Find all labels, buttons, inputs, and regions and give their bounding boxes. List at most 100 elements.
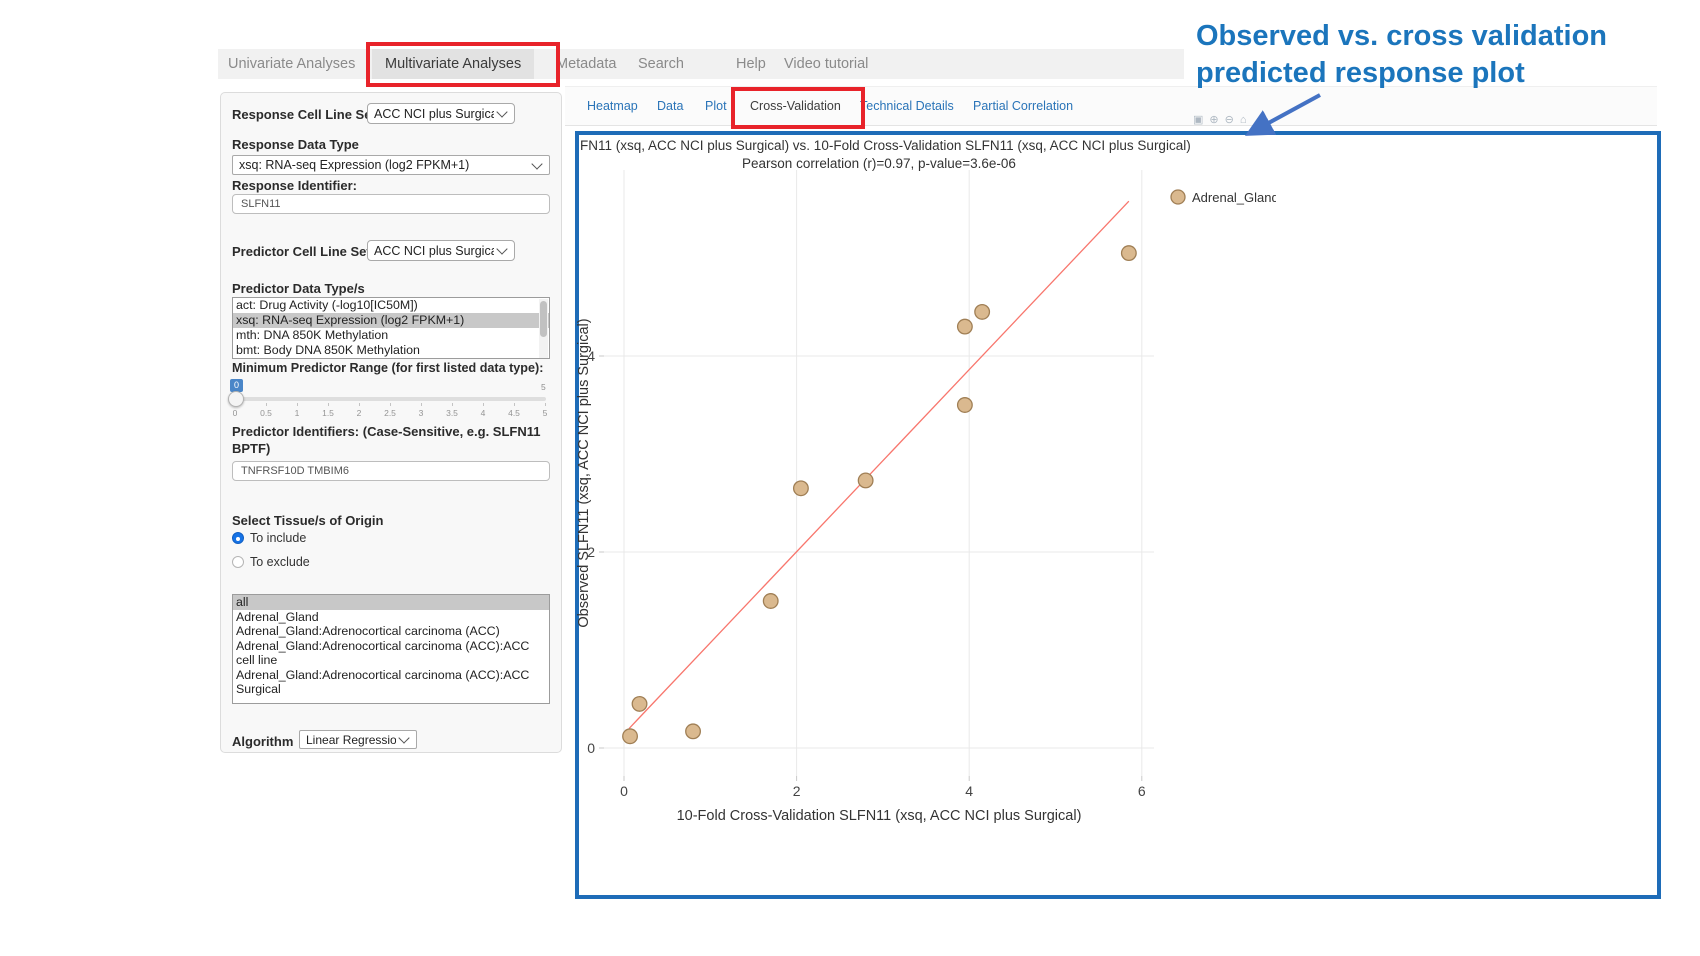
data-point[interactable] (1120, 245, 1137, 262)
x-tick-label: 4 (965, 783, 973, 799)
predictor-data-type-option[interactable]: mth: DNA 850K Methylation (236, 328, 389, 342)
radio-to-exclude[interactable]: To exclude (232, 555, 310, 569)
tissue-option[interactable]: Adrenal_Gland (236, 609, 319, 624)
radio-off-icon (232, 556, 244, 568)
tab-partial-correlation[interactable]: Partial Correlation (973, 99, 1074, 113)
slider-tick (483, 403, 484, 406)
slider-tick-label: 3 (418, 408, 424, 418)
plot-subtitle: Pearson correlation (r)=0.97, p-value=3.… (742, 156, 1016, 171)
response-identifier-input[interactable]: SLFN11 (232, 194, 550, 214)
response-cell-line-set-label: Response Cell Line Set (232, 107, 376, 122)
plot-title: FN11 (xsq, ACC NCI plus Surgical) vs. 10… (580, 138, 1191, 153)
cross-validation-plot-panel (575, 131, 1661, 899)
response-cell-line-set-select[interactable]: ACC NCI plus Surgical (367, 103, 515, 124)
slider-tick-label: 1 (294, 408, 300, 418)
tab-technical-details[interactable]: Technical Details (860, 99, 954, 113)
chevron-down-icon (496, 106, 508, 118)
predictor-data-type-option[interactable]: xsq: RNA-seq Expression (log2 FPKM+1) (233, 313, 549, 328)
listbox-scrollbar[interactable] (539, 299, 548, 358)
predictor-data-type-option[interactable]: bmt: Body DNA 850K Methylation (236, 343, 420, 357)
zoom-out-icon[interactable]: ⊖ (1224, 114, 1234, 126)
top-navbar: Univariate Analyses Multivariate Analyses… (218, 49, 1184, 79)
min-predictor-range-label: Minimum Predictor Range (for first liste… (232, 361, 544, 375)
data-point[interactable] (857, 472, 874, 489)
slider-tick-label: 2.5 (384, 408, 396, 418)
data-point[interactable] (762, 593, 779, 609)
nav-item-univariate-analyses[interactable]: Univariate Analyses (228, 56, 356, 72)
tissue-origin-label: Select Tissue/s of Origin (232, 513, 384, 528)
slider-tick (421, 403, 422, 406)
data-point[interactable] (956, 397, 973, 413)
y-tick-label: 4 (587, 348, 595, 364)
data-point[interactable] (622, 728, 638, 745)
legend-label[interactable]: Adrenal_Gland (1192, 190, 1279, 205)
chevron-down-icon (398, 732, 410, 744)
tissue-option[interactable]: all (233, 595, 549, 610)
predictor-data-types-label: Predictor Data Type/s (232, 281, 365, 296)
nav-item-search[interactable]: Search (638, 56, 684, 72)
y-tick-label: 0 (587, 740, 595, 756)
slider-tick-label: 3.5 (446, 408, 458, 418)
predictor-data-type-option[interactable]: act: Drug Activity (-log10[IC50M]) (236, 298, 418, 312)
data-point[interactable] (631, 695, 648, 712)
slider-value-bubble: 0 (230, 379, 243, 392)
tab-heatmap[interactable]: Heatmap (587, 99, 638, 113)
slider-tick (328, 403, 329, 406)
slider-tick-label: 1.5 (322, 408, 334, 418)
algorithm-label: Algorithm (232, 734, 294, 749)
tab-cross-validation[interactable]: Cross-Validation (750, 99, 841, 113)
x-tick-label: 6 (1138, 783, 1146, 799)
legend-marker-icon[interactable] (1170, 189, 1186, 205)
tissue-listbox[interactable]: all Adrenal_Gland Adrenal_Gland:Adrenocort… (232, 594, 550, 704)
slider-tick (359, 403, 360, 406)
sidebar-panel: Response Cell Line Set ACC NCI plus Surg… (220, 92, 562, 753)
min-predictor-range-slider[interactable] (235, 397, 546, 401)
tissue-option[interactable]: Adrenal_Gland:Adrenocortical carcinoma (… (236, 624, 500, 638)
nav-item-metadata[interactable]: Metadata (556, 56, 617, 72)
predictor-identifiers-label: Predictor Identifiers: (Case-Sensitive, … (232, 424, 541, 456)
nav-item-help[interactable]: Help (736, 56, 766, 72)
algorithm-select[interactable]: Linear Regression (299, 730, 417, 749)
scatter-chart: 0 2 4 6 0 2 4 10-Fold Cross-Validation SLFN11 (… (576, 160, 1279, 832)
nav-item-video-tutorial[interactable]: Video tutorial (784, 56, 869, 72)
data-point[interactable] (974, 303, 991, 320)
zoom-in-icon[interactable]: ⊕ (1209, 114, 1219, 126)
predictor-cell-line-set-label: Predictor Cell Line Set (232, 244, 371, 259)
x-tick-label: 2 (793, 783, 801, 799)
slider-tick-label: 0 (232, 408, 238, 418)
tab-plot[interactable]: Plot (705, 99, 727, 113)
plot-modebar[interactable]: ▣ ⊕ ⊖ ⌂ (1193, 112, 1283, 128)
radio-to-include[interactable]: To include (232, 531, 306, 545)
home-icon[interactable]: ⌂ (1239, 114, 1247, 126)
tab-data[interactable]: Data (657, 99, 684, 113)
predictor-data-types-listbox[interactable]: act: Drug Activity (-log10[IC50M]) xsq: R… (232, 297, 550, 359)
response-identifier-label: Response Identifier: (232, 178, 357, 193)
camera-icon[interactable]: ▣ (1193, 114, 1204, 126)
analysis-tabs: Heatmap Data Plot Cross-Validation Technical… (565, 86, 1657, 126)
slider-ticks (235, 403, 546, 406)
predictor-cell-line-set-select[interactable]: ACC NCI plus Surgical (367, 240, 515, 261)
tissue-option[interactable]: Adrenal_Gland:Adrenocortical carcinoma (… (236, 638, 530, 668)
predictor-identifiers-input[interactable]: TNFRSF10D TMBIM6 (232, 461, 550, 481)
chevron-down-icon (531, 157, 543, 170)
annotation-text: Observed vs. cross validation predicted … (1196, 20, 1608, 89)
response-data-type-select[interactable]: xsq: RNA-seq Expression (log2 FPKM+1) (232, 155, 550, 175)
slider-tick (452, 403, 453, 406)
data-point[interactable] (685, 723, 701, 740)
data-point[interactable] (956, 318, 973, 335)
data-point[interactable] (792, 480, 809, 497)
slider-tick-label: 2 (356, 408, 362, 418)
slider-tick (514, 403, 515, 406)
slider-tick-labels: 0 0.5 1 1.5 2 2.5 3 3.5 4 4.5 5 (232, 408, 548, 418)
tissue-option[interactable]: Adrenal_Gland:Adrenocortical carcinoma (… (236, 667, 530, 697)
nav-item-multivariate-analyses[interactable]: Multivariate Analyses (372, 49, 535, 79)
slider-tick-label: 5 (542, 408, 548, 418)
x-axis-label: 10-Fold Cross-Validation SLFN11 (xsq, AC… (677, 808, 1082, 824)
regression-line (628, 200, 1130, 729)
y-tick-label: 2 (587, 544, 595, 560)
chevron-down-icon (496, 243, 508, 255)
slider-tick-label: 0.5 (260, 408, 272, 418)
slider-tick (266, 403, 267, 406)
slider-handle[interactable] (228, 391, 244, 407)
